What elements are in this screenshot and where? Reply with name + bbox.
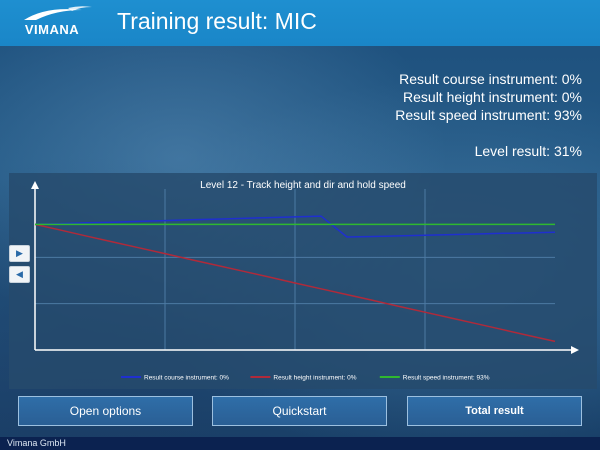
header-bar: VIMANA Training result: MIC <box>0 0 600 46</box>
result-height-instrument: Result height instrument: 0% <box>403 89 582 105</box>
x-axis-arrow-icon <box>571 346 579 354</box>
results-spacer <box>395 124 582 142</box>
vimana-logo-swoosh-icon <box>24 6 92 20</box>
result-chart: Level 12 - Track height and dir and hold… <box>31 180 579 382</box>
play-left-icon: ◀ <box>16 269 23 279</box>
results-summary: Result course instrument: 0% Result heig… <box>395 70 582 160</box>
level-result: Level result: 31% <box>474 143 582 159</box>
vimana-logo: VIMANA <box>6 4 98 40</box>
next-button[interactable]: ▶ <box>9 245 30 262</box>
y-axis-arrow-icon <box>31 181 39 189</box>
series-line-1 <box>34 215 556 238</box>
legend-label-2: Result height instrument: 0% <box>273 375 356 382</box>
logo-text: VIMANA <box>24 22 80 37</box>
chart-legend: Result course instrument: 0% Result heigh… <box>121 375 490 382</box>
previous-button[interactable]: ◀ <box>9 266 30 283</box>
legend-label-1: Result course instrument: 0% <box>144 375 229 382</box>
legend-label-3: Result speed instrument: 93% <box>403 375 490 382</box>
page-title: Training result: MIC <box>117 8 317 34</box>
chart-panel: Level 12 - Track height and dir and hold… <box>9 173 597 389</box>
series-line-2 <box>34 223 556 343</box>
total-result-button[interactable]: Total result <box>407 396 582 426</box>
chart-title: Level 12 - Track height and dir and hold… <box>200 180 406 191</box>
result-course-instrument: Result course instrument: 0% <box>399 71 582 87</box>
footer-bar: Vimana GmbH <box>0 437 600 450</box>
footer-company: Vimana GmbH <box>7 438 66 448</box>
chart-axes <box>31 181 579 354</box>
chart-grid <box>35 189 555 350</box>
chart-series <box>34 215 556 343</box>
quickstart-button[interactable]: Quickstart <box>212 396 387 426</box>
result-speed-instrument: Result speed instrument: 93% <box>395 107 582 123</box>
open-options-button[interactable]: Open options <box>18 396 193 426</box>
play-right-icon: ▶ <box>16 248 23 258</box>
